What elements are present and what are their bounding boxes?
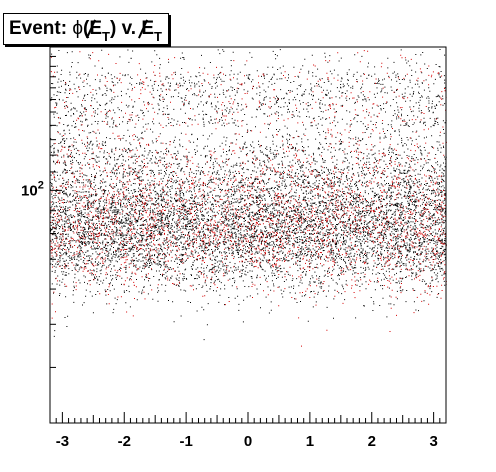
- x-axis: -3 -2 -1 0 1 2 3: [49, 412, 447, 450]
- x-tick-label: 1: [306, 433, 314, 450]
- x-tick-label: 2: [368, 433, 376, 450]
- x-tick-label: 3: [429, 433, 437, 450]
- series-points-1: [50, 49, 447, 341]
- x-tick-label: -3: [56, 433, 69, 450]
- title-phi: ϕ: [72, 18, 84, 39]
- y-tick-label: 102: [21, 179, 44, 199]
- scatter-points: [50, 49, 447, 347]
- title-met-symbol-2: E: [138, 14, 154, 44]
- title-prefix: Event:: [9, 18, 73, 39]
- title-mid: ) v.: [109, 18, 142, 39]
- title-met-sub-2: T: [154, 29, 162, 44]
- y-axis: 102: [21, 55, 62, 424]
- title-met-sub-1: T: [102, 29, 110, 44]
- x-tick-label: 0: [244, 433, 252, 450]
- x-tick-label: -2: [118, 433, 131, 450]
- title-open-paren: (: [83, 18, 90, 39]
- x-tick-label: -1: [179, 433, 192, 450]
- title-met-symbol-1: E: [86, 14, 102, 44]
